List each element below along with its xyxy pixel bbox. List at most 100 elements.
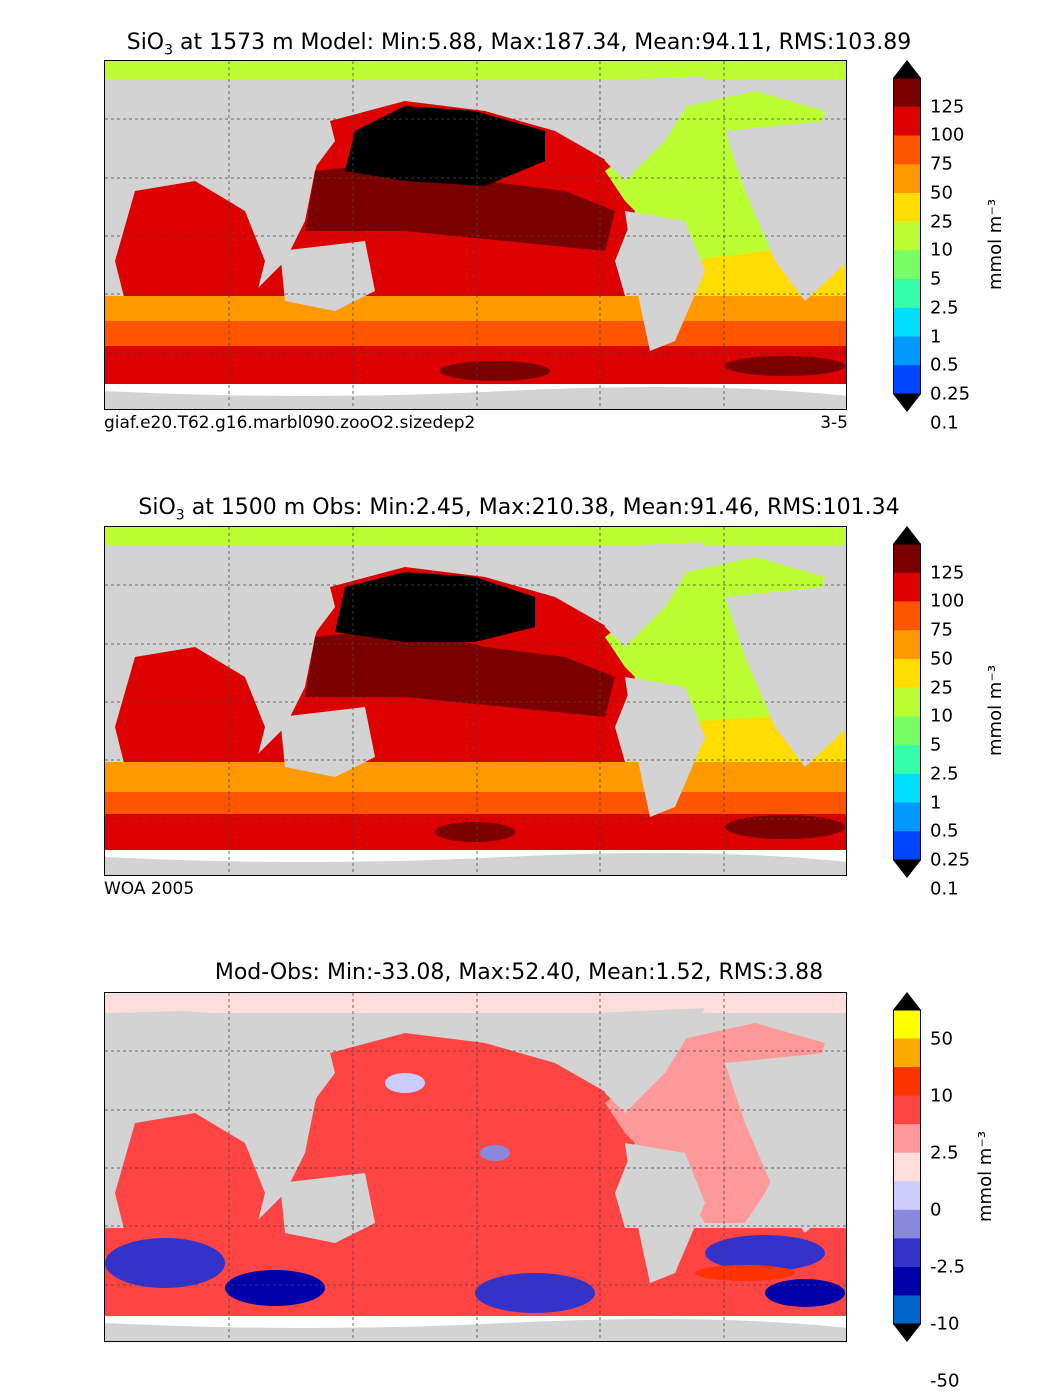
neg-blob-1 [105,1238,225,1288]
colorbar-swatch [893,687,921,717]
neg-blob-4 [705,1235,825,1271]
arctic-band [105,993,846,1013]
colorbar-swatch [893,1266,921,1296]
colorbar-swatch [893,1010,921,1040]
south-atlantic-darkred [725,356,845,376]
colorbar-tick-label: 100 [930,124,965,146]
north-america-land [595,1008,705,1113]
diff-title: Mod-Obs: Min:-33.08, Max:52.40, Mean:1.5… [214,960,824,985]
africa-europe-land [725,121,846,301]
obs-title: SiO3 at 1500 m Obs: Min:2.45, Max:210.38… [138,495,900,524]
colorbar-bottom-triangle [893,1324,921,1342]
colorbar-swatch [893,1209,921,1239]
model-colorbar [893,60,921,412]
colorbar-swatch [893,630,921,660]
colorbar-swatch [893,716,921,746]
obs-panel: SiO3 at 1500 m Obs: Min:2.45, Max:210.38… [104,495,1006,900]
diff-unit-label: mmol m⁻³ [975,1130,996,1222]
colorbar-swatch [893,1152,921,1182]
australia-land [280,707,375,777]
colorbar-tick-label: 50 [930,648,953,670]
arctic-band [105,527,846,545]
colorbar-top-triangle [893,526,921,544]
colorbar-tick-label: 0.25 [930,383,971,405]
obs-colorbar-svg [893,526,921,878]
colorbar-swatch [893,572,921,602]
indian-red [115,647,265,767]
south-america-land [625,677,705,817]
neg-blob-3 [475,1273,595,1313]
colorbar-swatch [893,365,921,395]
colorbar-frame [893,77,921,395]
neg-blob-6 [385,1073,425,1093]
model-colorbar-svg [893,60,921,412]
colorbar-tick-label: 1 [930,326,942,348]
antarctica-land [105,1319,846,1341]
model-footer-left: giaf.e20.T62.g16.marbl090.zooO2.sizedep2 [104,413,476,433]
diff-colorbar [893,992,921,1342]
band-orange [105,762,846,792]
north-america-land [595,542,705,647]
colorbar-tick-label: 0.1 [930,412,959,434]
colorbar-swatch [893,78,921,108]
australia-land [280,241,375,311]
colorbar-tick-label: 2.5 [930,763,959,785]
pos-blob-1 [695,1265,795,1281]
south-atlantic-darkred [725,815,845,839]
colorbar-tick-label: 2.5 [930,297,959,319]
colorbar-swatch [893,135,921,165]
model-title: SiO3 at 1573 m Model: Min:5.88, Max:187.… [126,30,912,59]
africa-europe-land [725,587,846,767]
south-pacific-darkred [440,361,550,381]
colorbar-swatch [893,279,921,309]
colorbar-swatch [893,831,921,861]
north-america-land [595,76,705,181]
indian-red [115,181,265,301]
colorbar-tick-label: 50 [930,182,953,204]
band-orange [105,296,846,321]
colorbar-tick-label: -2.5 [930,1256,966,1278]
pacific-black [335,572,535,642]
eurasia-land [105,545,335,652]
colorbar-tick-label: 0.1 [930,878,959,900]
arctic-band [105,61,846,79]
diff-map [104,992,847,1342]
gridlines [105,527,846,875]
colorbar-swatch [893,544,921,574]
pacific-darkred [305,161,615,251]
colorbar-swatch [893,250,921,280]
colorbar-tick-label: 10 [930,1085,953,1107]
diff-map-svg [105,993,846,1341]
colorbar-frame [893,543,921,861]
colorbar-tick-label: 0.5 [930,354,959,376]
gridlines [105,993,846,1341]
colorbar-swatch [893,773,921,804]
colorbar-swatch [893,601,921,631]
colorbar-tick-label: 100 [930,590,965,612]
australia-land [280,1173,375,1243]
eurasia-land [105,1011,335,1118]
colorbar-swatch [893,1038,921,1068]
colorbar-bottom-triangle [893,860,921,878]
colorbar-tick-label: 75 [930,619,953,641]
colorbar-swatch [893,164,921,194]
colorbar-swatch [893,1095,921,1125]
colorbar-swatch [893,658,921,689]
pacific-darkred [305,627,615,717]
colorbar-swatch [893,221,921,251]
diff-colorbar-svg [893,992,921,1342]
colorbar-swatch [893,1067,921,1097]
colorbar-tick-label: 0.5 [930,820,959,842]
neg-blob-2 [225,1270,325,1306]
obs-map [104,526,847,876]
model-panel: SiO3 at 1573 m Model: Min:5.88, Max:187.… [0,0,1038,460]
gridlines [105,61,846,409]
colorbar-tick-label: 75 [930,153,953,175]
colorbar-swatch [893,802,921,832]
colorbar-swatch [893,1238,921,1268]
pacific-black [345,106,545,186]
colorbar-swatch [893,1295,921,1325]
obs-colorbar [893,526,921,878]
colorbar-tick-label: 5 [930,268,942,290]
model-footer-right: 3-5 [820,413,848,433]
